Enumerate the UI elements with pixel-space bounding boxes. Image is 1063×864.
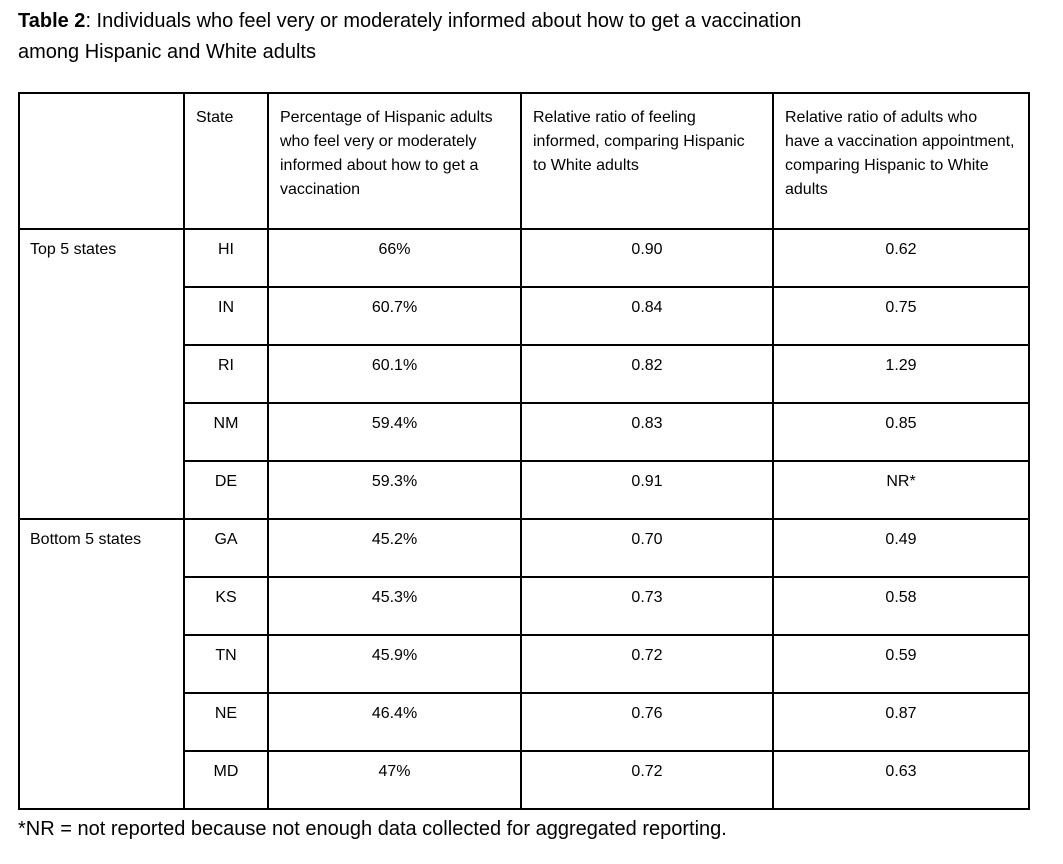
table-row: KS 45.3% 0.73 0.58	[19, 576, 1030, 636]
cell-pct-informed: 60.7%	[267, 286, 522, 346]
cell-state: NE	[183, 692, 269, 752]
table-title-text: : Individuals who feel very or moderatel…	[85, 10, 802, 32]
cell-ratio-informed: 0.76	[520, 692, 774, 752]
cell-state: HI	[183, 228, 269, 288]
cell-state: MD	[183, 750, 269, 810]
header-state: State	[183, 92, 269, 230]
cell-ratio-appointment: 0.62	[772, 228, 1030, 288]
cell-ratio-informed: 0.84	[520, 286, 774, 346]
cell-ratio-appointment: 0.49	[772, 518, 1030, 578]
cell-state: IN	[183, 286, 269, 346]
cell-pct-informed: 66%	[267, 228, 522, 288]
cell-pct-informed: 45.3%	[267, 576, 522, 636]
header-ratio-informed: Relative ratio of feeling informed, comp…	[520, 92, 774, 230]
cell-ratio-informed: 0.82	[520, 344, 774, 404]
table-row: Top 5 states HI 66% 0.90 0.62	[18, 228, 1030, 520]
group-label-bottom5: Bottom 5 states	[18, 518, 185, 810]
table-row: IN 60.7% 0.84 0.75	[19, 286, 1030, 346]
cell-ratio-appointment: 0.85	[772, 402, 1030, 462]
cell-pct-informed: 45.9%	[267, 634, 522, 694]
table-footnote: *NR = not reported because not enough da…	[18, 818, 727, 840]
header-ratio-appointment: Relative ratio of adults who have a vacc…	[772, 92, 1030, 230]
cell-ratio-appointment: NR*	[772, 460, 1030, 520]
cell-ratio-informed: 0.70	[520, 518, 774, 578]
table-title-line2: among Hispanic and White adults	[18, 41, 316, 63]
cell-ratio-appointment: 1.29	[772, 344, 1030, 404]
cell-pct-informed: 45.2%	[267, 518, 522, 578]
cell-ratio-appointment: 0.58	[772, 576, 1030, 636]
cell-ratio-appointment: 0.59	[772, 634, 1030, 694]
table-row: DE 59.3% 0.91 NR*	[19, 460, 1030, 520]
cell-ratio-informed: 0.90	[520, 228, 774, 288]
cell-ratio-informed: 0.73	[520, 576, 774, 636]
table-row: NE 46.4% 0.76 0.87	[19, 692, 1030, 752]
document-page: Table 2: Individuals who feel very or mo…	[18, 6, 1030, 840]
table-row: MD 47% 0.72 0.63	[19, 750, 1030, 810]
table-title-label: Table 2	[18, 10, 86, 32]
cell-ratio-informed: 0.72	[520, 634, 774, 694]
table-row: Bottom 5 states GA 45.2% 0.70 0.49	[18, 518, 1030, 810]
cell-pct-informed: 60.1%	[267, 344, 522, 404]
cell-ratio-appointment: 0.75	[772, 286, 1030, 346]
cell-state: RI	[183, 344, 269, 404]
cell-ratio-informed: 0.91	[520, 460, 774, 520]
cell-ratio-informed: 0.72	[520, 750, 774, 810]
cell-pct-informed: 47%	[267, 750, 522, 810]
header-row: State Percentage of Hispanic adults who …	[18, 92, 1030, 230]
cell-ratio-informed: 0.83	[520, 402, 774, 462]
cell-pct-informed: 46.4%	[267, 692, 522, 752]
header-pct-informed: Percentage of Hispanic adults who feel v…	[267, 92, 522, 230]
cell-state: NM	[183, 402, 269, 462]
cell-pct-informed: 59.3%	[267, 460, 522, 520]
cell-state: DE	[183, 460, 269, 520]
cell-pct-informed: 59.4%	[267, 402, 522, 462]
cell-state: GA	[183, 518, 269, 578]
table-row: NM 59.4% 0.83 0.85	[19, 402, 1030, 462]
table-title: Table 2: Individuals who feel very or mo…	[18, 6, 998, 68]
table-row: RI 60.1% 0.82 1.29	[19, 344, 1030, 404]
group-label-top5: Top 5 states	[18, 228, 185, 520]
header-group	[18, 92, 185, 230]
cell-ratio-appointment: 0.63	[772, 750, 1030, 810]
cell-state: KS	[183, 576, 269, 636]
cell-state: TN	[183, 634, 269, 694]
vaccination-info-table: State Percentage of Hispanic adults who …	[18, 92, 1030, 810]
cell-ratio-appointment: 0.87	[772, 692, 1030, 752]
table-row: TN 45.9% 0.72 0.59	[19, 634, 1030, 694]
